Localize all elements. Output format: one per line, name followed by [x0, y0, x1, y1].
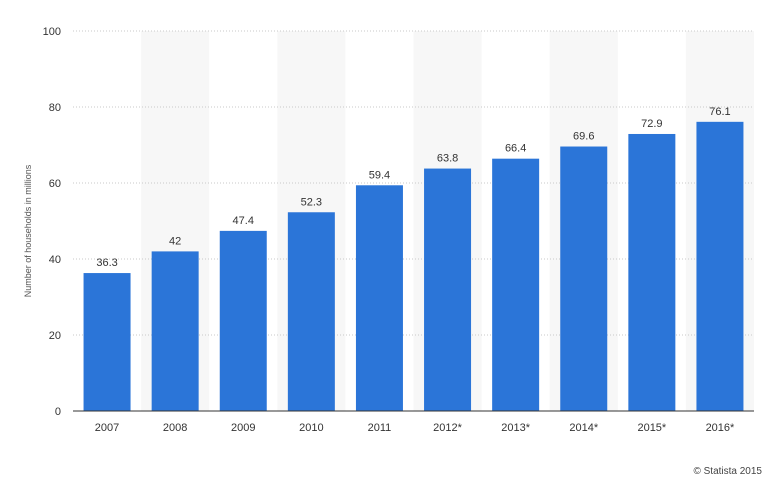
- x-tick-label: 2013*: [501, 422, 530, 434]
- data-label: 66.4: [505, 143, 526, 155]
- y-tick-label: 40: [49, 254, 61, 266]
- x-tick-label: 2010: [299, 422, 323, 434]
- bars: [83, 121, 744, 412]
- bar[interactable]: [424, 168, 472, 411]
- data-label: 59.4: [369, 169, 390, 181]
- data-label: 47.4: [233, 215, 254, 227]
- y-axis-label: Number of households in millions: [23, 164, 33, 297]
- x-tick-label: 2008: [163, 422, 187, 434]
- bar[interactable]: [219, 230, 267, 411]
- x-tick-label: 2007: [95, 422, 119, 434]
- x-tick-label: 2015*: [637, 422, 666, 434]
- x-axis-ticks: 2007 2008 2009 2010 2011 2012* 2013* 2014* 2015*…: [95, 422, 735, 434]
- y-tick-label: 100: [43, 26, 61, 38]
- data-label: 42: [169, 235, 181, 247]
- data-label: 52.3: [301, 196, 322, 208]
- bar[interactable]: [560, 146, 608, 411]
- y-tick-label: 0: [55, 406, 61, 418]
- y-tick-label: 80: [49, 102, 61, 114]
- y-tick-label: 20: [49, 330, 61, 342]
- bar[interactable]: [696, 121, 744, 411]
- x-tick-label: 2012*: [433, 422, 462, 434]
- data-labels: 36.3 42 47.4 52.3 59.4 63.8 66.4 69.6 72.9 76.1: [96, 106, 730, 269]
- bar[interactable]: [628, 133, 676, 412]
- statista-credit[interactable]: © Statista 2015: [693, 466, 762, 477]
- x-tick-label: 2016*: [706, 422, 735, 434]
- data-label: 76.1: [709, 106, 730, 118]
- bar[interactable]: [83, 273, 131, 411]
- data-label: 72.9: [641, 118, 662, 130]
- x-tick-label: 2009: [231, 422, 255, 434]
- data-label: 36.3: [96, 257, 117, 269]
- bar[interactable]: [287, 212, 335, 411]
- bar[interactable]: [151, 251, 199, 411]
- bar[interactable]: [355, 185, 403, 411]
- x-tick-label: 2011: [368, 422, 392, 434]
- data-label: 69.6: [573, 131, 594, 143]
- y-tick-label: 60: [49, 178, 61, 190]
- bar[interactable]: [492, 158, 540, 411]
- data-label: 63.8: [437, 153, 458, 165]
- x-tick-label: 2014*: [569, 422, 598, 434]
- y-axis-ticks: 0 20 40 60 80 100: [43, 26, 61, 418]
